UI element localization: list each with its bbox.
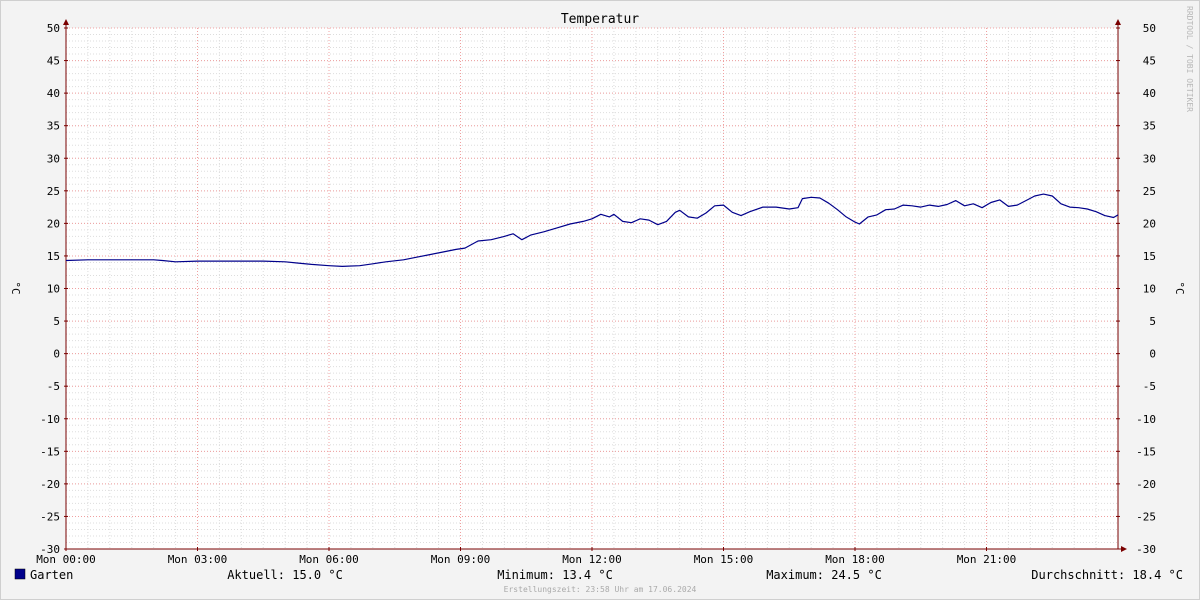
y-tick-label-left: 20 [47,217,60,230]
y-tick-label-left: 5 [53,315,60,328]
chart-title: Temperatur [561,12,639,27]
y-tick-label-left: -5 [47,380,60,393]
y-tick-label-right: -5 [1143,380,1156,393]
x-tick-label: Mon 15:00 [694,553,754,566]
y-tick-label-left: 50 [47,22,60,35]
y-axis-arrow-left [63,19,69,25]
legend: Garten Aktuell: 15.0 °C Minimum: 13.4 °C… [14,568,1183,582]
y-tick-label-left: 0 [53,348,60,361]
y-tick-label-right: -10 [1136,413,1156,426]
series-line-garten [65,193,1119,267]
y-axis-label-left: °C [9,281,22,294]
y-tick-label-right: 5 [1149,315,1156,328]
y-tick-label-right: 0 [1149,348,1156,361]
y-tick-label-right: 30 [1143,152,1156,165]
x-tick-label: Mon 03:00 [168,553,228,566]
x-tick-label: Mon 12:00 [562,553,622,566]
x-tick-label: Mon 21:00 [957,553,1017,566]
y-tick-label-left: -30 [40,543,60,556]
axes [63,19,1127,552]
y-tick-label-left: 35 [47,120,60,133]
y-tick-label-right: -25 [1136,510,1156,523]
y-tick-label-left: 40 [47,87,60,100]
y-tick-label-left: -15 [40,445,60,458]
y-tick-label-right: 20 [1143,217,1156,230]
x-tick-label: Mon 00:00 [36,553,96,566]
y-tick-label-left: 25 [47,185,60,198]
y-tick-label-right: 25 [1143,185,1156,198]
y-tick-label-right: 45 [1143,55,1156,68]
plot-area [63,19,1127,552]
y-tick-label-right: -15 [1136,445,1156,458]
y-tick-label-right: 35 [1143,120,1156,133]
y-tick-label-left: 30 [47,152,60,165]
y-tick-label-right: 15 [1143,250,1156,263]
rrdtool-watermark: RRDTOOL / TOBI OETIKER [1185,6,1194,112]
legend-series-name: Garten [30,568,73,582]
series-layer [65,193,1119,267]
y-tick-label-left: -25 [40,510,60,523]
y-tick-label-left: 10 [47,283,60,296]
legend-durchschnitt: Durchschnitt: 18.4 °C [1031,568,1183,582]
legend-maximum: Maximum: 24.5 °C [766,568,882,582]
x-tick-label: Mon 18:00 [825,553,885,566]
y-axis-arrow-right [1115,19,1121,25]
x-tick-label: Mon 09:00 [431,553,491,566]
y-tick-label-right: 40 [1143,87,1156,100]
y-tick-label-left: 45 [47,55,60,68]
x-tick-labels: Mon 00:00 Mon 03:00 Mon 06:00 Mon 09:00 Mon … [36,553,1016,566]
legend-minimum: Minimum: 13.4 °C [497,568,613,582]
y-tick-label-right: -20 [1136,478,1156,491]
y-tick-label-left: -10 [40,413,60,426]
legend-aktuell: Aktuell: 15.0 °C [227,568,343,582]
legend-swatch [14,568,26,580]
y-tick-label-left: 15 [47,250,60,263]
y-tick-label-left: -20 [40,478,60,491]
x-axis-arrow [1121,546,1127,552]
y-axis-label-right: °C [1173,281,1186,294]
x-tick-label: Mon 06:00 [299,553,359,566]
y-tick-label-right: -30 [1136,543,1156,556]
y-tick-label-right: 10 [1143,283,1156,296]
y-tick-label-right: 50 [1143,22,1156,35]
footer-timestamp: Erstellungszeit: 23:58 Uhr am 17.06.2024 [504,585,697,594]
